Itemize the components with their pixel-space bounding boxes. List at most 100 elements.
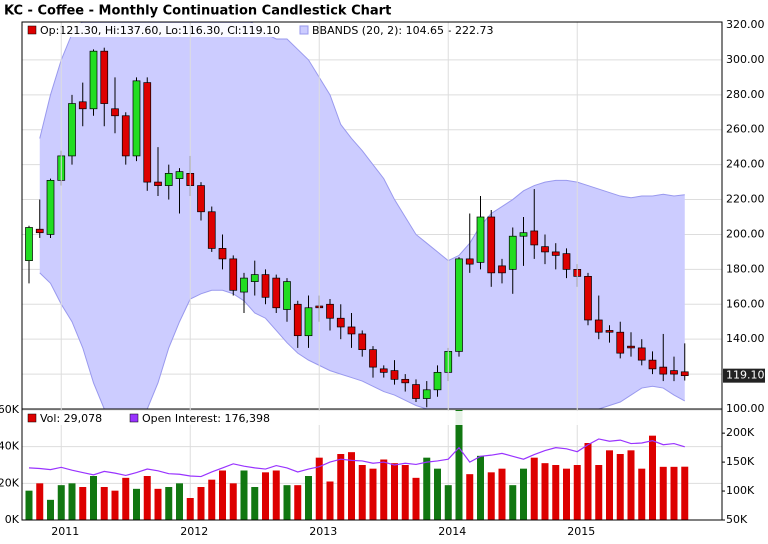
candle-body	[304, 307, 313, 337]
volume-bar	[133, 488, 140, 520]
candle-body	[132, 80, 141, 157]
candle-body	[240, 277, 248, 293]
candle-body	[498, 265, 506, 274]
legend-swatch	[299, 25, 309, 35]
candle-body	[293, 303, 302, 337]
y2-tick-label: 50K	[726, 513, 748, 526]
volume-bar	[477, 455, 484, 520]
volume-bar	[638, 468, 646, 520]
candle-body	[197, 185, 205, 213]
volume-bar	[197, 487, 205, 520]
volume-bar	[251, 487, 259, 520]
volume-bar	[348, 452, 355, 520]
y-tick-label: 280.00	[726, 88, 765, 101]
y-tick-label: 140.00	[726, 332, 765, 345]
candle-body	[637, 347, 646, 361]
x-tick-label: 2011	[51, 525, 79, 538]
volume-bar	[434, 468, 441, 520]
x-tick-label: 2012	[180, 525, 208, 538]
legend-text: BBANDS (20, 2): 104.65 - 222.73	[312, 24, 494, 37]
candle-body	[584, 275, 592, 321]
candle-body	[218, 248, 227, 260]
y-tick-label: 20K	[0, 476, 20, 489]
plot: 100.00120.00140.00160.00180.00200.00220.…	[0, 18, 765, 538]
y-tick-label: 0K	[5, 513, 20, 526]
chart-title: KC - Coffee - Monthly Continuation Candl…	[4, 4, 391, 19]
candle-body	[358, 333, 367, 351]
candle-body	[476, 216, 485, 263]
volume-bar	[358, 465, 366, 520]
candle-body	[283, 281, 291, 310]
candle-body	[648, 359, 657, 370]
volume-bar	[283, 485, 291, 520]
y-tick-label: 220.00	[726, 193, 765, 206]
legend-text: Op:121.30, Hi:137.60, Lo:116.30, Cl:119.…	[40, 24, 280, 37]
plot-border	[21, 21, 723, 521]
volume-bar	[154, 488, 162, 520]
candle-body	[89, 50, 98, 110]
candle-body	[390, 370, 399, 380]
candle-body	[455, 258, 463, 352]
candle-body	[379, 368, 388, 373]
volume-bar	[423, 457, 431, 520]
candle-body	[594, 319, 603, 333]
legend-swatch	[27, 25, 37, 35]
candle-body	[347, 326, 356, 335]
volume-bar	[229, 483, 237, 520]
volume-bar	[401, 465, 409, 520]
candle-body	[412, 384, 420, 399]
y-tick-label: 180.00	[726, 262, 765, 275]
volume-bar	[68, 483, 76, 520]
volume-bar	[627, 450, 635, 520]
candle-body	[261, 274, 270, 298]
volume-bar	[219, 470, 226, 520]
volume-bar	[25, 490, 33, 520]
volume-bar	[176, 483, 183, 520]
volume-bar	[90, 476, 97, 520]
candle-body	[35, 228, 44, 234]
volume-bar	[455, 410, 463, 520]
volume-bar	[100, 487, 108, 520]
volume-bar	[530, 457, 538, 520]
candle-body	[250, 274, 259, 282]
candle-body	[143, 82, 152, 183]
candle-body	[659, 366, 668, 375]
candle-body	[680, 371, 689, 377]
y-tick-label: 60K	[0, 403, 20, 416]
volume-bar	[670, 466, 678, 520]
y2-tick-label: 100K	[726, 484, 755, 497]
candle-body	[46, 179, 55, 235]
candle-body	[272, 277, 281, 309]
x-tick-label: 2014	[438, 525, 466, 538]
x-tick-label: 2013	[309, 525, 337, 538]
candle-body	[175, 171, 184, 179]
volume-bar	[681, 466, 689, 520]
candle-body	[326, 303, 334, 319]
candle-body	[154, 181, 162, 186]
y2-tick-label: 200K	[726, 426, 755, 439]
volume-bar	[294, 485, 302, 520]
candle-body	[111, 108, 119, 117]
candle-body	[100, 50, 109, 104]
volume-bar	[444, 485, 452, 520]
legend-swatch	[27, 413, 37, 423]
y-tick-label: 260.00	[726, 123, 765, 136]
volume-bar	[79, 487, 87, 520]
volume-bar	[595, 465, 603, 520]
candle-body	[605, 330, 614, 333]
candle-body	[433, 371, 442, 391]
volume-bar	[57, 485, 65, 520]
volume-bar	[606, 450, 613, 520]
candle-body	[401, 378, 410, 384]
candle-body	[530, 230, 539, 246]
volume-bar	[391, 463, 398, 520]
volume-bar	[262, 472, 269, 520]
volume-bar	[272, 470, 280, 520]
volume-bar	[315, 457, 323, 520]
volume-bar	[520, 468, 527, 520]
volume-bar	[326, 481, 334, 520]
volume-bar	[186, 498, 194, 520]
volume-bar	[165, 487, 173, 520]
candle-body	[229, 258, 238, 291]
